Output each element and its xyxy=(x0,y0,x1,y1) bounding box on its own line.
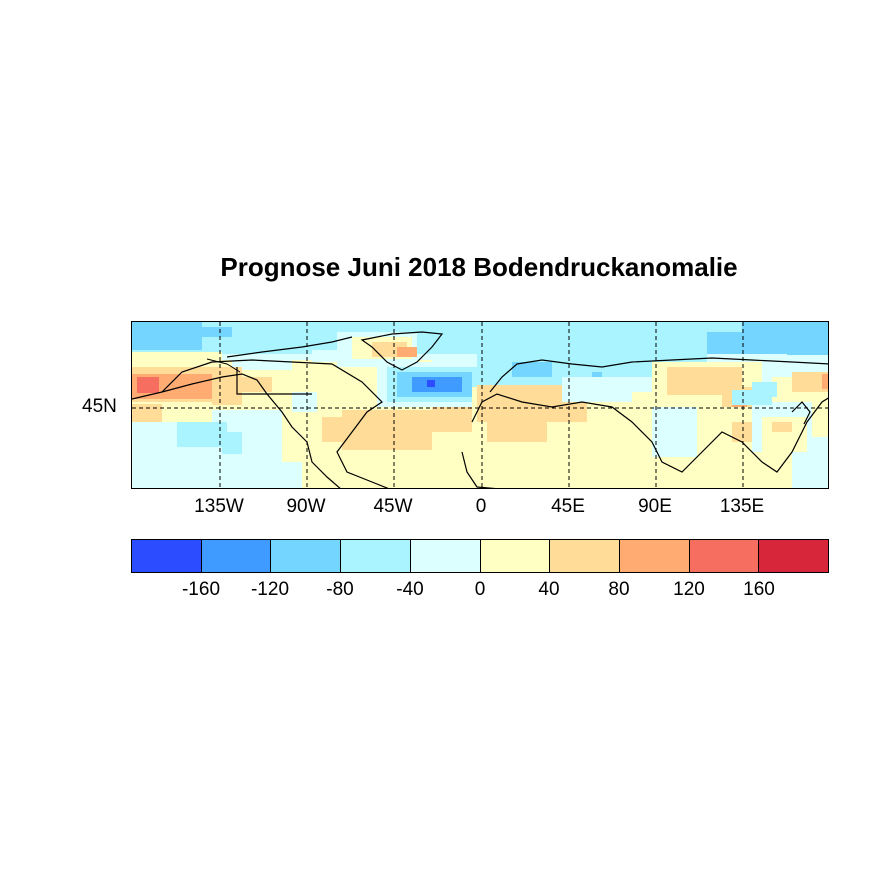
colorbar-swatch xyxy=(619,540,690,572)
colorbar-label: 80 xyxy=(608,579,630,600)
x-axis-label-135e: 135E xyxy=(719,496,765,517)
x-axis-label-45w: 45W xyxy=(373,496,413,517)
colorbar-label: -120 xyxy=(250,579,290,600)
x-axis-label-90w: 90W xyxy=(286,496,326,517)
colorbar-label: 160 xyxy=(743,579,775,600)
graticule xyxy=(132,322,828,488)
x-axis-label-45e: 45E xyxy=(551,496,585,517)
colorbar-label: -160 xyxy=(181,579,221,600)
colorbar-label: 40 xyxy=(538,579,560,600)
colorbar-swatch xyxy=(410,540,481,572)
colorbar-label: 120 xyxy=(673,579,705,600)
colorbar-swatch xyxy=(689,540,760,572)
colorbar-swatch xyxy=(271,540,342,572)
x-axis-label-90e: 90E xyxy=(638,496,672,517)
y-axis-label-45n: 45N xyxy=(82,396,117,417)
colorbar-label: -80 xyxy=(326,579,354,600)
colorbar-swatch xyxy=(550,540,620,572)
x-axis-label-0: 0 xyxy=(475,496,487,517)
coastlines xyxy=(132,331,828,488)
colorbar-swatch xyxy=(132,540,202,572)
colorbar-swatch xyxy=(341,540,411,572)
anomaly-map xyxy=(131,321,829,489)
chart-title: Prognose Juni 2018 Bodendruckanomalie xyxy=(220,252,738,282)
colorbar-swatch xyxy=(480,540,551,572)
anomaly-field xyxy=(132,322,828,488)
map-canvas xyxy=(132,322,828,488)
colorbar-label: 0 xyxy=(474,579,486,600)
colorbar xyxy=(131,539,829,573)
colorbar-swatch xyxy=(201,540,272,572)
colorbar-label: -40 xyxy=(396,579,424,600)
x-axis-label-135w: 135W xyxy=(194,496,244,517)
colorbar-swatch xyxy=(759,540,829,572)
